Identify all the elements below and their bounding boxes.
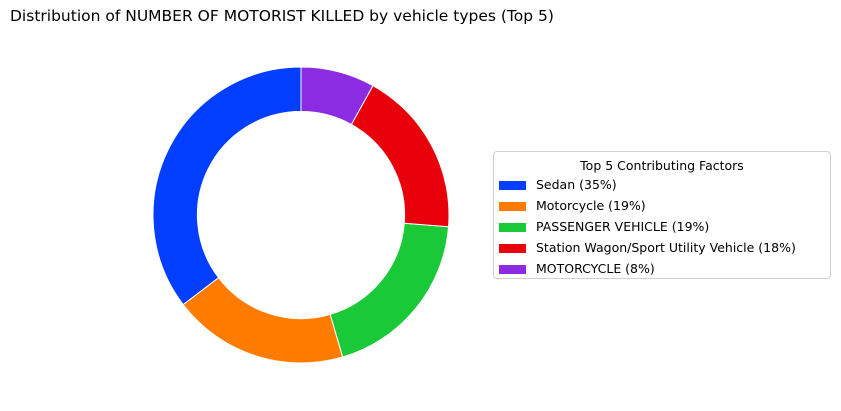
legend-item-1: Sedan (35%) (499, 176, 617, 194)
legend-swatch (499, 264, 526, 274)
legend-item-3: PASSENGER VEHICLE (19%) (499, 218, 709, 236)
legend-label: PASSENGER VEHICLE (19%) (536, 219, 710, 234)
legend-item-5: MOTORCYCLE (8%) (499, 260, 655, 278)
legend-label: Motorcycle (19%) (536, 198, 646, 213)
legend-label: Station Wagon/Sport Utility Vehicle (18%… (536, 240, 796, 255)
legend-item-2: Motorcycle (19%) (499, 197, 646, 215)
chart-title: Distribution of NUMBER OF MOTORIST KILLE… (10, 7, 554, 25)
donut-slice-4 (350, 84, 450, 228)
legend-swatch (499, 222, 526, 232)
donut-slice-2 (182, 277, 344, 364)
donut-slices (152, 66, 450, 364)
legend-swatch (499, 201, 526, 211)
legend-item-4: Station Wagon/Sport Utility Vehicle (18%… (499, 239, 796, 257)
legend-title: Top 5 Contributing Factors (580, 158, 744, 173)
donut-slice-3 (329, 222, 450, 358)
legend: Top 5 Contributing Factors Sedan (35%) Mo… (493, 151, 831, 279)
donut-slice-5 (300, 66, 374, 126)
legend-swatch (499, 243, 526, 253)
legend-swatch (499, 180, 526, 190)
legend-label: Sedan (35%) (536, 177, 617, 192)
donut-slice-1 (152, 66, 302, 306)
legend-label: MOTORCYCLE (8%) (536, 261, 655, 276)
